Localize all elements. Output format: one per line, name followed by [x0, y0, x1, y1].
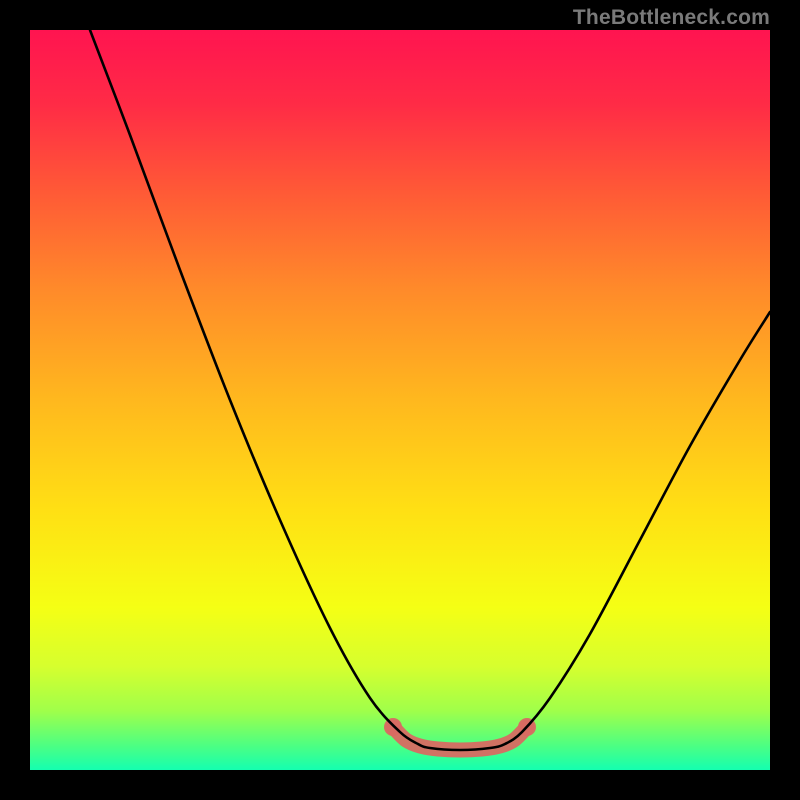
chart-frame: TheBottleneck.com: [0, 0, 800, 800]
bottleneck-curve: [30, 30, 770, 770]
main-curve: [90, 30, 770, 750]
plot-area: [30, 30, 770, 770]
valley-highlight: [393, 727, 527, 750]
watermark-text: TheBottleneck.com: [573, 6, 770, 30]
